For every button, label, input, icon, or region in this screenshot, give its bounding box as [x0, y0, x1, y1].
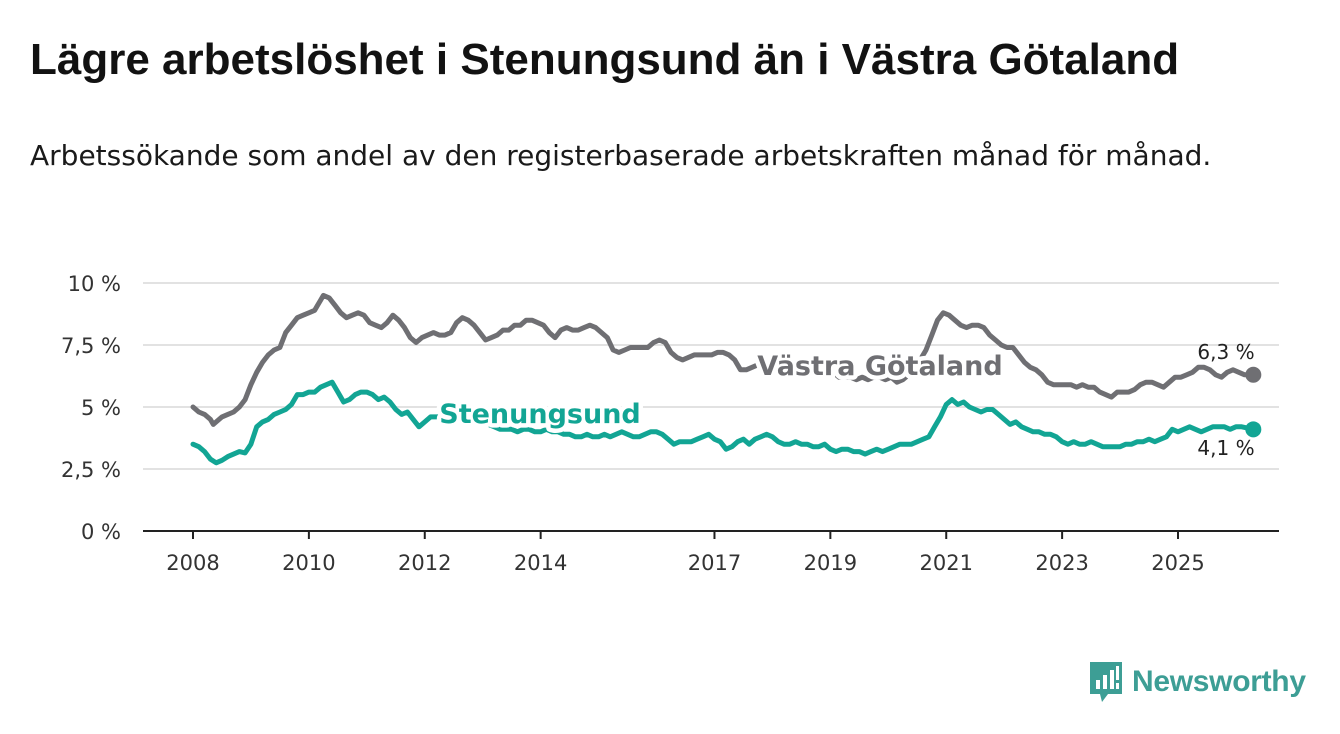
chart-subtitle: Arbetssökande som andel av den registerb… [30, 139, 1212, 172]
x-tick-label: 2021 [920, 551, 973, 575]
series-endpoint-stenungsund [1245, 421, 1262, 438]
y-tick-label: 7,5 % [61, 334, 121, 358]
brand-logo: Newsworthy [1088, 660, 1306, 704]
bar-chart-badge-icon [1090, 662, 1122, 702]
series-label-vastra-gotaland: Västra Götaland [757, 351, 1002, 382]
y-tick-label: 5 % [81, 396, 121, 420]
y-axis-ticks: 0 % 2,5 % 5 % 7,5 % 10 % [61, 272, 121, 544]
series-label-stenungsund: Stenungsund [439, 399, 641, 430]
end-value-label-vastra-gotaland: 6,3 % [1197, 340, 1254, 364]
y-tick-label: 0 % [81, 520, 121, 544]
series-line-stenungsund [190, 379, 1256, 466]
end-value-label-stenungsund: 4,1 % [1197, 436, 1254, 460]
series-endpoint-vastra-gotaland [1245, 366, 1262, 383]
x-tick-label: 2019 [804, 551, 857, 575]
brand-name: Newsworthy [1132, 665, 1306, 698]
chart-title: Lägre arbetslöshet i Stenungsund än i Vä… [30, 35, 1180, 84]
x-tick-label: 2023 [1035, 551, 1088, 575]
series-line-vastra-gotaland [190, 292, 1256, 427]
series-labels: Västra Götaland Stenungsund 6,3 % 4,1 % [435, 340, 1255, 460]
series-lines [190, 292, 1262, 466]
gridlines [143, 282, 1279, 470]
y-tick-label: 2,5 % [61, 458, 121, 482]
x-tick-label: 2012 [398, 551, 451, 575]
x-tick-label: 2025 [1151, 551, 1204, 575]
x-tick-label: 2008 [166, 551, 219, 575]
x-axis-ticks: 2008 2010 2012 2014 2017 2019 2021 2023 2025 [166, 531, 1205, 575]
x-tick-label: 2014 [514, 551, 567, 575]
y-tick-label: 10 % [68, 272, 121, 296]
x-tick-label: 2017 [688, 551, 741, 575]
x-tick-label: 2010 [282, 551, 335, 575]
